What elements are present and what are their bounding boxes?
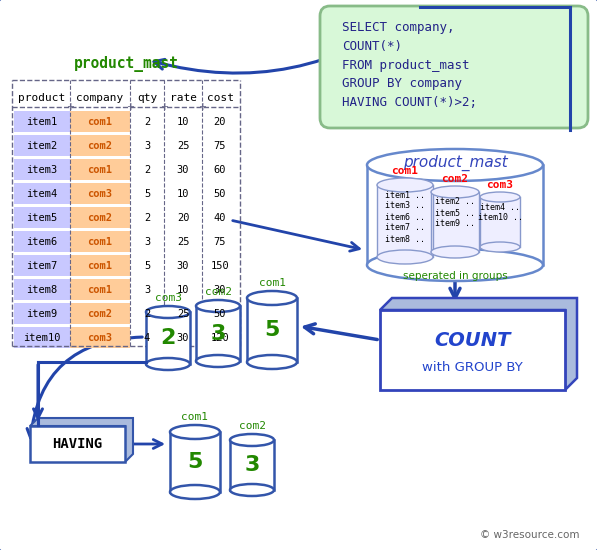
Bar xyxy=(377,185,433,257)
Text: HAVING: HAVING xyxy=(53,437,103,451)
Text: 3: 3 xyxy=(144,285,150,295)
Text: item3: item3 xyxy=(26,165,58,175)
Bar xyxy=(70,231,130,252)
Text: com2: com2 xyxy=(88,213,112,223)
Text: item7: item7 xyxy=(26,261,58,271)
Text: +: + xyxy=(66,102,74,112)
Text: 40: 40 xyxy=(214,213,226,223)
Bar xyxy=(14,231,70,252)
Text: com3: com3 xyxy=(487,180,513,190)
Text: 5: 5 xyxy=(264,320,279,340)
Text: com1: com1 xyxy=(88,165,112,175)
Text: com3: com3 xyxy=(88,189,112,199)
Text: com3: com3 xyxy=(155,293,181,303)
Text: item5 ..: item5 .. xyxy=(435,208,475,217)
Text: 5: 5 xyxy=(144,189,150,199)
Text: cost: cost xyxy=(207,93,233,103)
Text: 2: 2 xyxy=(144,309,150,319)
Ellipse shape xyxy=(146,358,190,370)
Text: com1: com1 xyxy=(88,261,112,271)
Text: SELECT company,
COUNT(*)
FROM product_mast
GROUP BY company
HAVING COUNT(*)>2;: SELECT company, COUNT(*) FROM product_ma… xyxy=(342,21,477,108)
Text: 30: 30 xyxy=(214,285,226,295)
Ellipse shape xyxy=(146,306,190,318)
Bar xyxy=(70,327,130,348)
Text: item5: item5 xyxy=(26,213,58,223)
Text: item4: item4 xyxy=(26,189,58,199)
Text: item8 ..: item8 .. xyxy=(385,234,425,244)
Bar xyxy=(70,207,130,228)
Bar xyxy=(14,327,70,348)
Text: 60: 60 xyxy=(214,165,226,175)
Bar xyxy=(431,192,479,252)
Text: com1: com1 xyxy=(392,166,418,176)
Ellipse shape xyxy=(377,178,433,192)
Text: 2: 2 xyxy=(144,117,150,127)
Ellipse shape xyxy=(170,425,220,439)
Bar xyxy=(170,432,220,492)
Ellipse shape xyxy=(480,192,520,202)
Bar xyxy=(70,303,130,324)
Text: product: product xyxy=(19,93,66,103)
Text: item9 ..: item9 .. xyxy=(435,219,475,228)
Polygon shape xyxy=(380,298,577,390)
Text: item9: item9 xyxy=(26,309,58,319)
Text: 150: 150 xyxy=(211,261,229,271)
Bar xyxy=(196,306,240,361)
Bar xyxy=(230,440,274,490)
Bar xyxy=(14,303,70,324)
Text: com1: com1 xyxy=(259,278,285,288)
Text: 2: 2 xyxy=(144,165,150,175)
Text: item1 ..: item1 .. xyxy=(385,190,425,200)
Text: product_mast: product_mast xyxy=(73,56,179,72)
Text: item6: item6 xyxy=(26,237,58,247)
Text: item10 ..: item10 .. xyxy=(478,213,522,223)
Text: item1: item1 xyxy=(26,117,58,127)
Ellipse shape xyxy=(230,484,274,496)
Ellipse shape xyxy=(367,149,543,181)
Text: com1: com1 xyxy=(181,412,208,422)
Polygon shape xyxy=(30,418,133,462)
Bar xyxy=(70,279,130,300)
Text: 120: 120 xyxy=(211,333,229,343)
FancyBboxPatch shape xyxy=(320,6,588,128)
Text: com2: com2 xyxy=(238,421,266,431)
Text: 3: 3 xyxy=(144,141,150,151)
Text: 3: 3 xyxy=(210,323,226,344)
Text: 3: 3 xyxy=(244,455,260,475)
Text: 25: 25 xyxy=(177,141,189,151)
Ellipse shape xyxy=(480,242,520,252)
Text: 50: 50 xyxy=(214,189,226,199)
Text: 2: 2 xyxy=(144,213,150,223)
Bar xyxy=(367,165,543,265)
Bar xyxy=(70,159,130,180)
Text: +: + xyxy=(198,102,206,112)
Bar xyxy=(14,111,70,132)
Text: 25: 25 xyxy=(177,237,189,247)
Bar xyxy=(146,312,190,364)
Text: product_mast: product_mast xyxy=(402,155,507,171)
Text: 30: 30 xyxy=(177,261,189,271)
Text: item4 ..: item4 .. xyxy=(480,202,520,212)
Ellipse shape xyxy=(230,434,274,446)
FancyBboxPatch shape xyxy=(30,426,125,462)
Ellipse shape xyxy=(196,355,240,367)
FancyBboxPatch shape xyxy=(380,310,565,390)
Text: 75: 75 xyxy=(214,141,226,151)
Text: 10: 10 xyxy=(177,285,189,295)
Text: com2: com2 xyxy=(88,309,112,319)
Text: item10: item10 xyxy=(23,333,61,343)
Bar xyxy=(14,159,70,180)
Bar xyxy=(70,111,130,132)
Text: item7 ..: item7 .. xyxy=(385,223,425,233)
Ellipse shape xyxy=(431,246,479,258)
Bar xyxy=(14,207,70,228)
Bar xyxy=(70,135,130,156)
Text: item8: item8 xyxy=(26,285,58,295)
Text: com1: com1 xyxy=(88,117,112,127)
Ellipse shape xyxy=(431,186,479,198)
Bar xyxy=(247,298,297,362)
Ellipse shape xyxy=(367,249,543,281)
Text: item3 ..: item3 .. xyxy=(385,201,425,211)
Bar xyxy=(14,279,70,300)
